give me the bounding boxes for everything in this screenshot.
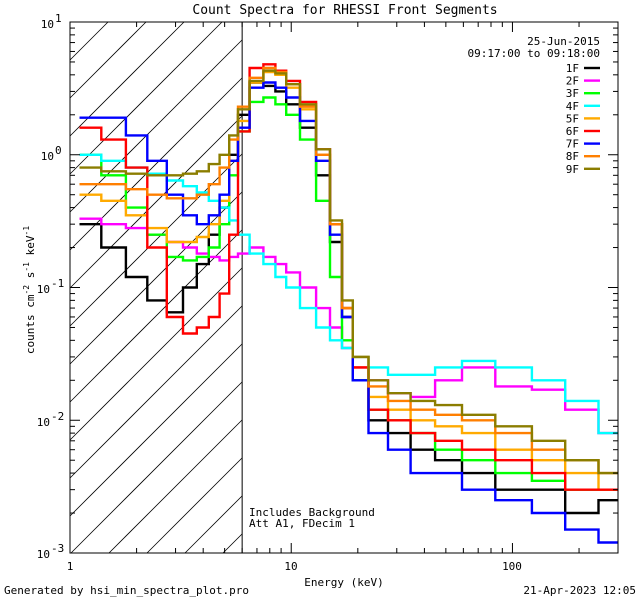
- legend-label-8f: 8F: [566, 150, 579, 163]
- x-tick-label-1: 1: [67, 560, 74, 573]
- y-axis-ticks: [70, 21, 618, 554]
- series-line-5f: [79, 70, 618, 491]
- series-line-1f: [79, 81, 618, 515]
- legend-label-7f: 7F: [566, 138, 579, 151]
- legend-label-3f: 3F: [566, 87, 579, 100]
- x-tick-label-10: 10: [284, 560, 297, 573]
- svg-text:10: 10: [37, 548, 50, 561]
- svg-text:1: 1: [55, 12, 62, 25]
- hatch-line: [222, 533, 243, 554]
- legend-label-6f: 6F: [566, 125, 579, 138]
- hatch-line: [69, 21, 109, 61]
- svg-text:10: 10: [41, 18, 54, 31]
- hatch-line: [69, 229, 243, 403]
- annotation-background: Includes Background: [249, 506, 375, 519]
- hatch-line: [69, 267, 243, 441]
- x-tick-label-100: 100: [502, 560, 522, 573]
- y-tick-label-10e-2: 10 -2: [37, 410, 65, 429]
- svg-text:-3: -3: [51, 542, 64, 555]
- hatch-line: [69, 21, 223, 175]
- hatch-line: [69, 21, 147, 99]
- chart-title: Count Spectra for RHESSI Front Segments: [192, 3, 497, 18]
- svg-text:0: 0: [55, 144, 62, 157]
- hatch-line: [108, 419, 243, 554]
- hatch-line: [69, 115, 243, 289]
- series-line-7f: [79, 81, 618, 544]
- footer-generated-by: Generated by hsi_min_spectra_plot.pro: [4, 584, 249, 597]
- series-line-9f: [79, 69, 618, 475]
- x-axis-label: Energy (keV): [304, 576, 383, 589]
- hatch-line: [69, 191, 243, 365]
- y-tick-label-10e-3: 10 -3: [37, 542, 65, 561]
- footer-timestamp: 21-Apr-2023 12:05: [523, 584, 636, 597]
- annotation-attenuator: Att A1, FDecim 1: [249, 517, 355, 530]
- hatch-line: [69, 153, 243, 327]
- legend-label-5f: 5F: [566, 112, 579, 125]
- series-line-4f: [79, 153, 618, 435]
- observation-time-range: 09:17:00 to 09:18:00: [468, 47, 600, 60]
- hatch-line: [184, 495, 243, 554]
- x-axis-ticks: [69, 22, 619, 553]
- svg-text:10: 10: [41, 150, 54, 163]
- hatch-line: [69, 305, 243, 479]
- y-tick-label-10e-1: 10 -1: [37, 277, 65, 296]
- hatch-line: [69, 343, 243, 517]
- svg-text:-1: -1: [51, 277, 64, 290]
- hatch-line: [69, 39, 243, 213]
- hatch-line: [146, 457, 243, 554]
- observation-date: 25-Jun-2015: [527, 35, 600, 48]
- legend-label-9f: 9F: [566, 163, 579, 176]
- svg-text:10: 10: [37, 283, 50, 296]
- svg-text:-2: -2: [51, 410, 64, 423]
- series-line-2f: [79, 217, 618, 435]
- y-tick-label-10e1: 10 1: [41, 12, 62, 31]
- svg-text:10: 10: [37, 416, 50, 429]
- series-line-8f: [79, 66, 618, 475]
- y-tick-label-10e0: 10 0: [41, 144, 62, 163]
- legend-label-2f: 2F: [566, 75, 579, 88]
- legend-label-1f: 1F: [566, 62, 579, 75]
- series-line-6f: [79, 63, 618, 491]
- hatch-line: [69, 77, 243, 251]
- legend-label-4f: 4F: [566, 100, 579, 113]
- series-line-3f: [79, 96, 618, 491]
- y-axis-label: counts cm-2 s-1 keV-1: [22, 226, 37, 354]
- hatch-line: [70, 381, 243, 554]
- series-group: [79, 63, 618, 544]
- attenuator-hatch-region: [69, 21, 243, 554]
